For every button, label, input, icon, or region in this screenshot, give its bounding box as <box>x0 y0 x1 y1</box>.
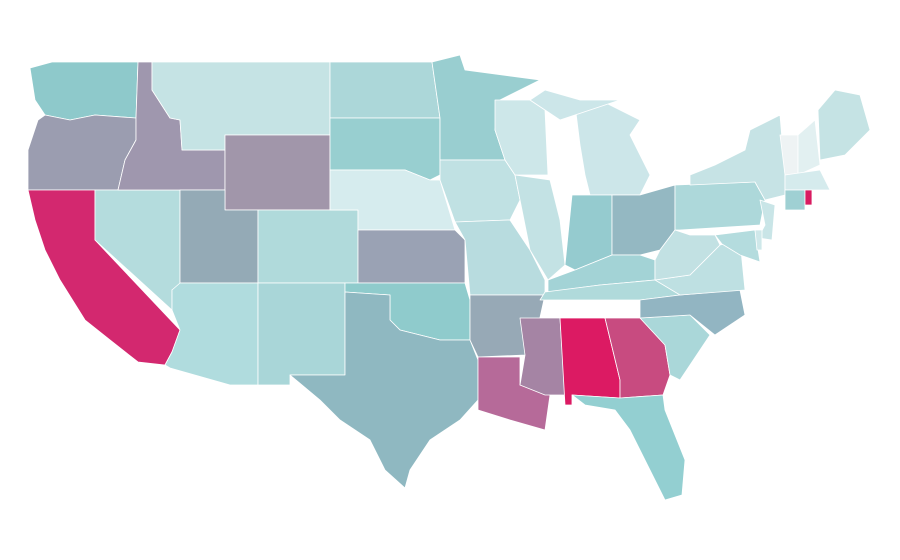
state-region <box>257 209 359 284</box>
state-region <box>757 199 776 241</box>
state-region <box>29 61 139 121</box>
state-region <box>514 174 566 281</box>
state-region <box>329 61 441 119</box>
state-region <box>674 181 766 231</box>
state-region <box>797 119 821 176</box>
state-region <box>784 189 806 211</box>
state-region <box>754 229 763 251</box>
state-region <box>257 282 346 386</box>
state-region <box>804 189 813 206</box>
state-region <box>439 159 521 223</box>
state-region <box>574 99 651 196</box>
state-region <box>357 229 466 284</box>
states <box>27 54 871 501</box>
state-region <box>519 317 566 396</box>
state-region <box>817 89 871 161</box>
state-region <box>477 356 551 431</box>
state-region <box>27 114 137 191</box>
state-region <box>571 394 686 501</box>
state-region <box>784 169 831 191</box>
state-region <box>224 134 331 211</box>
state-region-part <box>529 89 621 121</box>
state-region <box>454 219 546 296</box>
state-region <box>289 291 479 489</box>
state-region <box>164 282 259 386</box>
state-region <box>714 229 761 263</box>
